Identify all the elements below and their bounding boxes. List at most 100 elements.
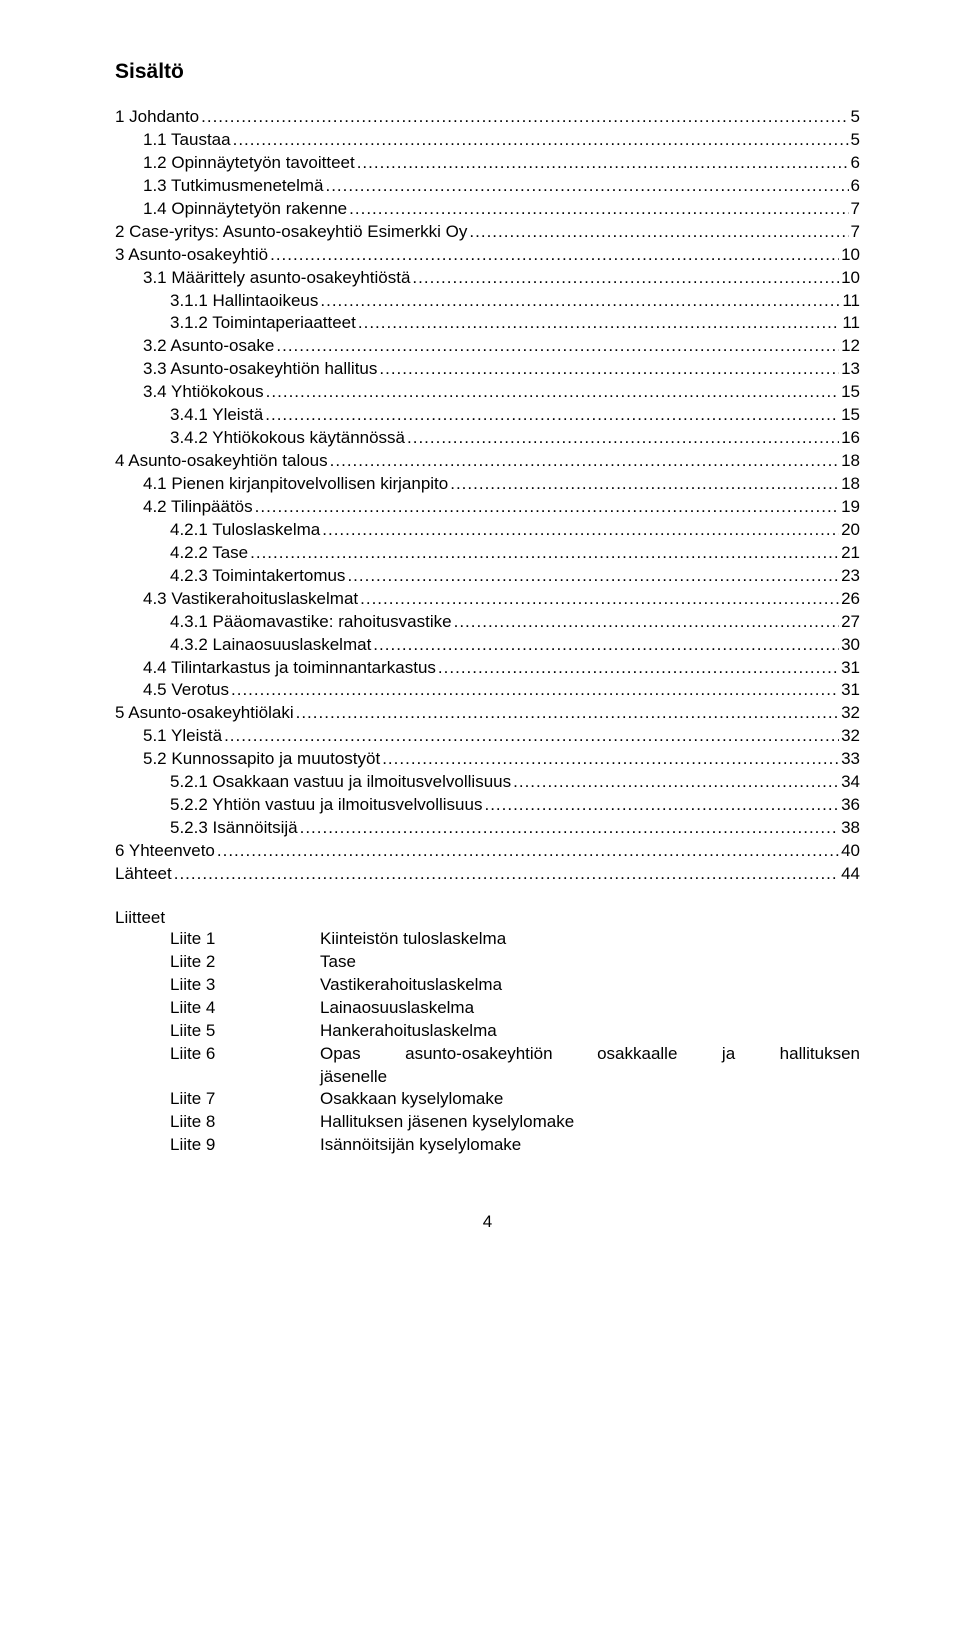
toc-row: Lähteet44 [115, 863, 860, 886]
page-title: Sisältö [115, 60, 860, 84]
toc-row: 5.2.3 Isännöitsijä 38 [115, 817, 860, 840]
toc-page: 16 [839, 427, 860, 450]
attachment-row: Liite 4Lainaosuuslaskelma [170, 997, 860, 1020]
toc-page: 23 [839, 565, 860, 588]
toc-leader-dots [323, 175, 848, 198]
toc-label: 2 Case-yritys: Asunto-osakeyhtiö Esimerk… [115, 221, 467, 244]
toc-page: 7 [849, 221, 860, 244]
toc-leader-dots [436, 657, 839, 680]
toc-leader-dots [320, 519, 839, 542]
toc-page: 30 [839, 634, 860, 657]
toc-page: 5 [849, 129, 860, 152]
toc-label: 1.1 Taustaa [115, 129, 231, 152]
attachment-value: Isännöitsijän kyselylomake [320, 1134, 860, 1157]
toc-row: 4.4 Tilintarkastus ja toiminnantarkastus… [115, 657, 860, 680]
toc-page: 20 [839, 519, 860, 542]
toc-row: 1 Johdanto5 [115, 106, 860, 129]
toc-label: 4.4 Tilintarkastus ja toiminnantarkastus [115, 657, 436, 680]
toc-label: 4.5 Verotus [115, 679, 229, 702]
attachment-value: Vastikerahoituslaskelma [320, 974, 860, 997]
toc-page: 19 [839, 496, 860, 519]
toc-label: 5.2.2 Yhtiön vastuu ja ilmoitusvelvollis… [115, 794, 482, 817]
toc-page: 40 [839, 840, 860, 863]
toc-page: 32 [839, 725, 860, 748]
toc-leader-dots [355, 152, 849, 175]
toc-label: 6 Yhteenveto [115, 840, 215, 863]
toc-page: 38 [839, 817, 860, 840]
toc-page: 10 [839, 244, 860, 267]
toc-label: 4.3.1 Pääomavastike: rahoitusvastike [115, 611, 452, 634]
toc-label: 5.1 Yleistä [115, 725, 222, 748]
toc-row: 5.1 Yleistä 32 [115, 725, 860, 748]
toc-row: 3.4.1 Yleistä15 [115, 404, 860, 427]
toc-leader-dots [347, 198, 848, 221]
toc-row: 5.2 Kunnossapito ja muutostyöt33 [115, 748, 860, 771]
toc-row: 3.4 Yhtiökokous 15 [115, 381, 860, 404]
attachment-key: Liite 4 [170, 997, 320, 1020]
toc-row: 4.2.1 Tuloslaskelma20 [115, 519, 860, 542]
attachment-row: Liite 7Osakkaan kyselylomake [170, 1088, 860, 1111]
toc-leader-dots [294, 702, 839, 725]
toc-leader-dots [172, 863, 839, 886]
toc-leader-dots [229, 679, 839, 702]
toc-page: 26 [839, 588, 860, 611]
toc-leader-dots [231, 129, 849, 152]
toc-row: 3.1 Määrittely asunto-osakeyhtiöstä10 [115, 267, 860, 290]
toc-row: 3.2 Asunto-osake12 [115, 335, 860, 358]
toc-row: 4 Asunto-osakeyhtiön talous 18 [115, 450, 860, 473]
toc-leader-dots [467, 221, 848, 244]
page-number: 4 [115, 1212, 860, 1232]
toc-page: 34 [839, 771, 860, 794]
toc-row: 4.2.3 Toimintakertomus23 [115, 565, 860, 588]
toc-leader-dots [274, 335, 839, 358]
toc-page: 31 [839, 679, 860, 702]
toc-row: 4.1 Pienen kirjanpitovelvollisen kirjanp… [115, 473, 860, 496]
toc-leader-dots [405, 427, 839, 450]
toc-row: 4.3 Vastikerahoituslaskelmat26 [115, 588, 860, 611]
toc-leader-dots [511, 771, 839, 794]
attachment-key: Liite 1 [170, 928, 320, 951]
toc-leader-dots [253, 496, 839, 519]
toc-leader-dots [318, 290, 840, 313]
toc-page: 36 [839, 794, 860, 817]
toc-leader-dots [482, 794, 839, 817]
toc-label: 3.3 Asunto-osakeyhtiön hallitus [115, 358, 377, 381]
attachment-row: Liite 2Tase [170, 951, 860, 974]
toc-label: 3.1.2 Toimintaperiaatteet [115, 312, 356, 335]
toc-leader-dots [248, 542, 839, 565]
toc-label: 3.4 Yhtiökokous [115, 381, 264, 404]
toc-label: 3.2 Asunto-osake [115, 335, 274, 358]
toc-page: 6 [849, 152, 860, 175]
attachment-key: Liite 7 [170, 1088, 320, 1111]
toc-label: 5 Asunto-osakeyhtiölaki [115, 702, 294, 725]
attachment-row: Liite 8Hallituksen jäsenen kyselylomake [170, 1111, 860, 1134]
attachment-value: Tase [320, 951, 860, 974]
toc-row: 3.1.1 Hallintaoikeus11 [115, 290, 860, 313]
toc-label: Lähteet [115, 863, 172, 886]
attachments-list: Liite 1Kiinteistön tuloslaskelmaLiite 2T… [115, 928, 860, 1157]
toc-label: 4.1 Pienen kirjanpitovelvollisen kirjanp… [115, 473, 448, 496]
toc-row: 5 Asunto-osakeyhtiölaki32 [115, 702, 860, 725]
toc-label: 3.4.1 Yleistä [115, 404, 263, 427]
toc-leader-dots [263, 404, 839, 427]
toc-page: 21 [839, 542, 860, 565]
toc-label: 4 Asunto-osakeyhtiön talous [115, 450, 328, 473]
attachment-value-cont: jäsenelle [170, 1066, 860, 1089]
toc-label: 5.2.3 Isännöitsijä [115, 817, 298, 840]
attachment-row: Liite 3Vastikerahoituslaskelma [170, 974, 860, 997]
toc-leader-dots [448, 473, 839, 496]
toc-row: 3.1.2 Toimintaperiaatteet11 [115, 312, 860, 335]
toc-label: 5.2 Kunnossapito ja muutostyöt [115, 748, 380, 771]
toc-label: 1 Johdanto [115, 106, 199, 129]
toc-leader-dots [377, 358, 839, 381]
toc-page: 18 [839, 450, 860, 473]
toc-page: 27 [839, 611, 860, 634]
toc-label: 3 Asunto-osakeyhtiö [115, 244, 268, 267]
toc-leader-dots [268, 244, 839, 267]
toc-page: 15 [839, 381, 860, 404]
toc-leader-dots [452, 611, 839, 634]
toc-row: 2 Case-yritys: Asunto-osakeyhtiö Esimerk… [115, 221, 860, 244]
toc-row: 3 Asunto-osakeyhtiö 10 [115, 244, 860, 267]
toc-page: 13 [839, 358, 860, 381]
toc-label: 1.2 Opinnäytetyön tavoitteet [115, 152, 355, 175]
